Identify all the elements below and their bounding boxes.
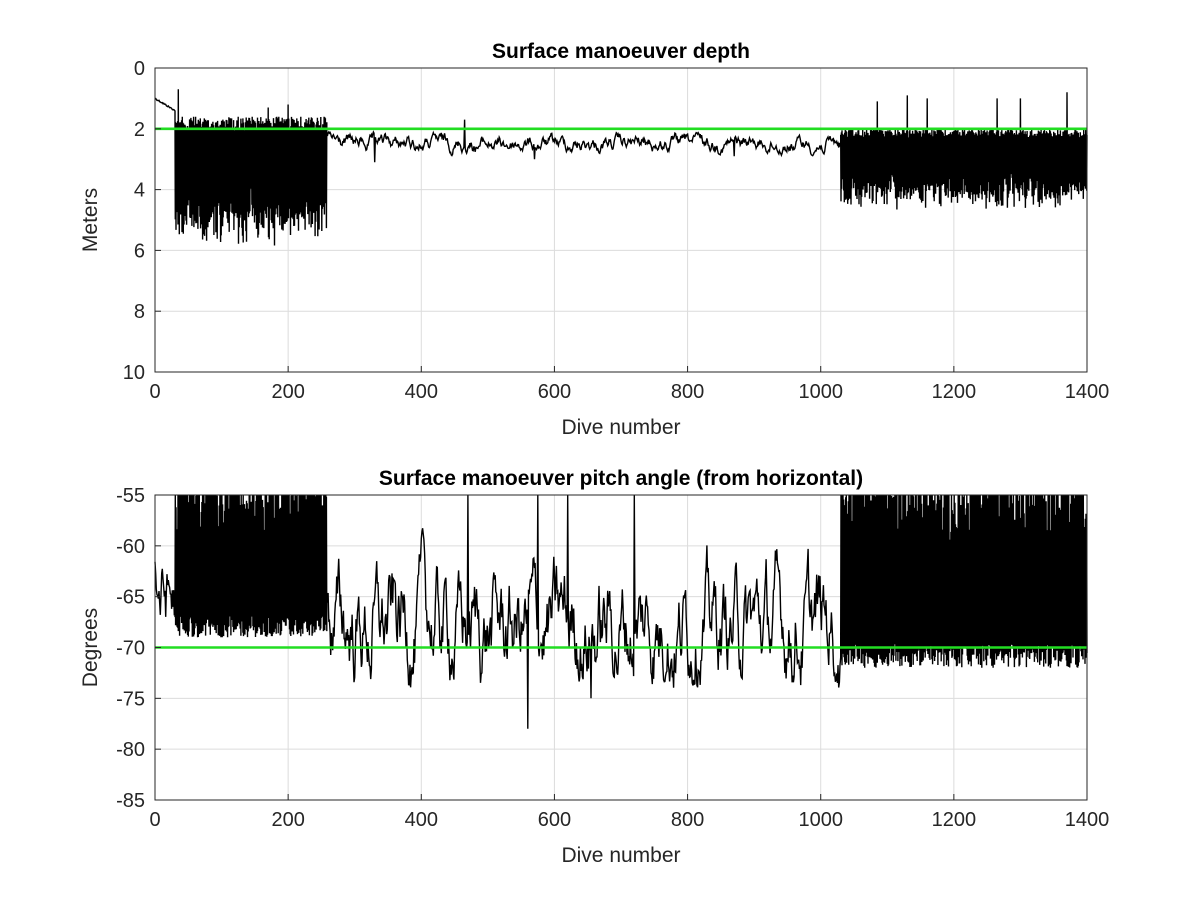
depth-series-layer: [154, 89, 1088, 246]
y-tick-label: -65: [116, 587, 145, 609]
pitch-panel: 0 200 400 600 800 1000 1200 1400 -85 -80 -75 -70 -65…: [79, 467, 1109, 867]
y-tick-label: -60: [116, 536, 145, 558]
depth-ticks: 0 200 400 600 800 1000 1200 1400 0 2 4 6 8 10: [123, 58, 1110, 403]
pitch-series-layer: [154, 494, 1088, 729]
y-tick-label: 10: [123, 362, 145, 384]
depth-axes-box: [154, 67, 1088, 373]
x-tick-label: 800: [671, 381, 704, 403]
x-tick-label: 1200: [932, 381, 977, 403]
pitch-title: Surface manoeuver pitch angle (from hori…: [379, 467, 863, 490]
x-tick-label: 1000: [798, 809, 843, 831]
x-tick-label: 800: [671, 809, 704, 831]
y-tick-label: 8: [134, 301, 145, 323]
pitch-y-axis-label: Degrees: [79, 608, 102, 687]
y-tick-label: -70: [116, 638, 145, 660]
depth-title: Surface manoeuver depth: [492, 40, 750, 63]
y-tick-label: -80: [116, 739, 145, 761]
x-tick-label: 1400: [1065, 381, 1110, 403]
series-line: [154, 89, 1088, 246]
depth-x-axis-label: Dive number: [561, 416, 680, 439]
x-tick-label: 400: [405, 381, 438, 403]
series-line: [154, 494, 1088, 729]
y-tick-label: -85: [116, 790, 145, 812]
x-tick-label: 200: [271, 381, 304, 403]
x-tick-label: 600: [538, 381, 571, 403]
x-tick-label: 1000: [798, 381, 843, 403]
depth-panel: 0 200 400 600 800 1000 1200 1400 0 2 4 6 8 10 Surface …: [79, 40, 1109, 439]
x-tick-label: 400: [405, 809, 438, 831]
y-tick-label: -75: [116, 688, 145, 710]
x-tick-label: 600: [538, 809, 571, 831]
y-tick-label: 6: [134, 240, 145, 262]
x-tick-label: 0: [149, 809, 160, 831]
x-tick-label: 1200: [932, 809, 977, 831]
x-tick-label: 1400: [1065, 809, 1110, 831]
y-tick-label: -55: [116, 485, 145, 507]
y-tick-label: 2: [134, 119, 145, 141]
pitch-ticks: 0 200 400 600 800 1000 1200 1400 -85 -80 -75 -70 -65…: [116, 485, 1109, 831]
y-tick-label: 4: [134, 180, 145, 202]
y-tick-label: 0: [134, 58, 145, 80]
x-tick-label: 200: [271, 809, 304, 831]
pitch-x-axis-label: Dive number: [561, 844, 680, 867]
depth-y-axis-label: Meters: [79, 188, 102, 252]
x-tick-label: 0: [149, 381, 160, 403]
